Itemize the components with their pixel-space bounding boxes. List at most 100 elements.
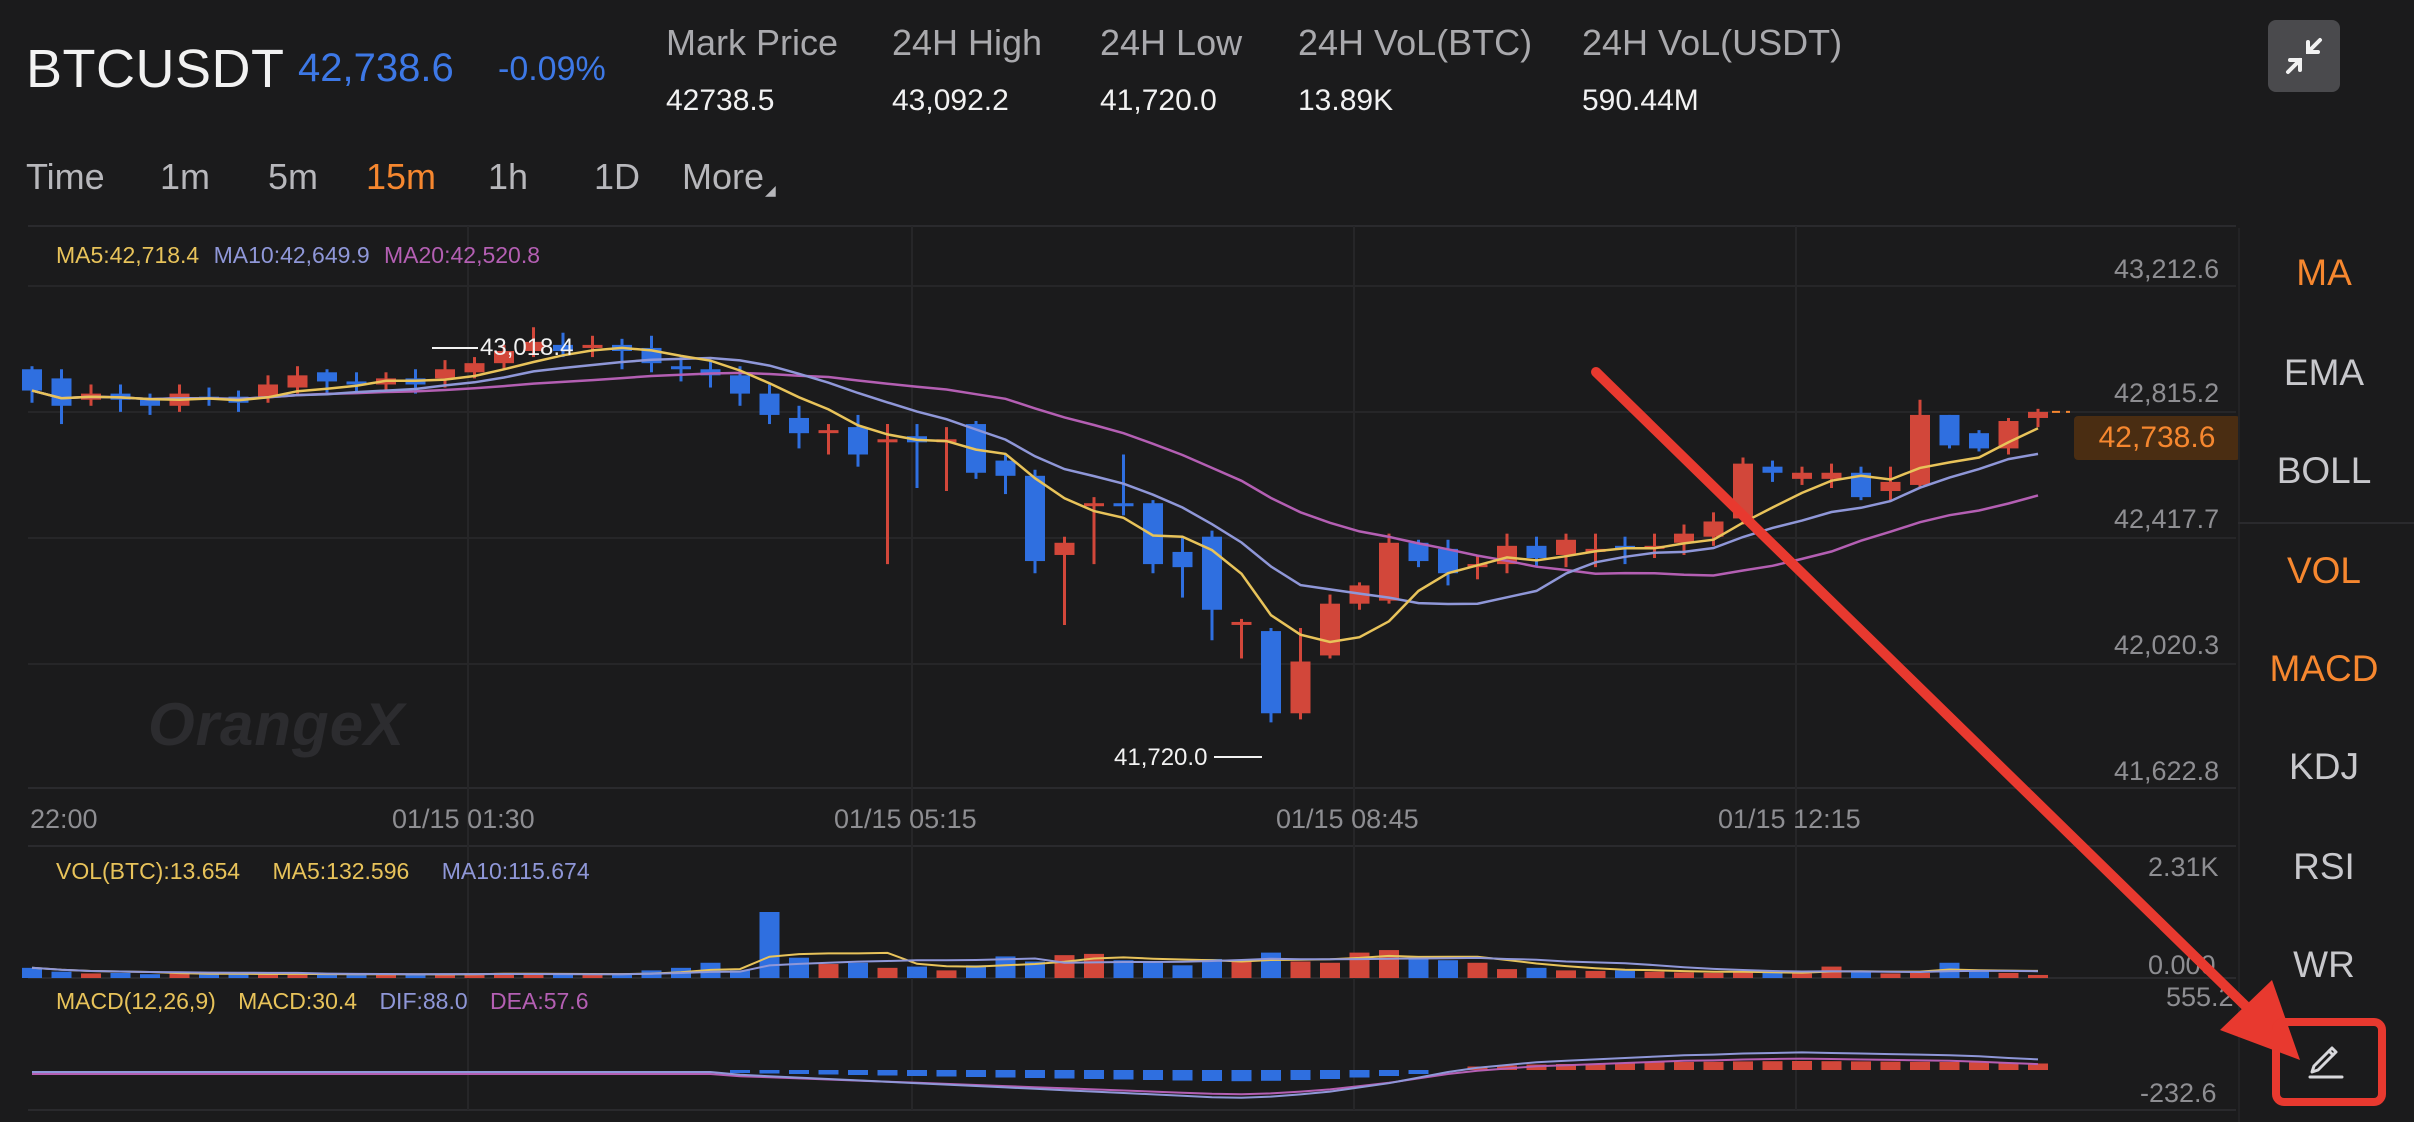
candle-body bbox=[258, 384, 278, 397]
candle-body bbox=[789, 417, 809, 434]
caret-down-icon: ◢ bbox=[765, 182, 776, 198]
indicator-panel-divider bbox=[2238, 228, 2240, 1122]
volume-bar bbox=[1025, 961, 1045, 978]
macd-bar bbox=[1290, 1070, 1311, 1080]
pencil-icon bbox=[2308, 1046, 2344, 1079]
indicator-wr[interactable]: WR bbox=[2293, 944, 2355, 985]
volume-bar bbox=[1526, 967, 1547, 978]
macd-bar bbox=[966, 1070, 986, 1077]
ma-legend: MA5:42,718.4 MA10:42,649.9 MA20:42,520.8 bbox=[56, 242, 540, 269]
volume-bar bbox=[730, 970, 750, 978]
candle-body bbox=[1379, 542, 1399, 601]
more-label: More bbox=[682, 156, 765, 197]
volume-bar bbox=[258, 974, 278, 978]
candle-body bbox=[1113, 503, 1134, 507]
volume-bar bbox=[1320, 962, 1340, 978]
candle-body bbox=[818, 430, 839, 434]
macd-bar bbox=[730, 1070, 750, 1073]
tab-interval-time[interactable]: Time bbox=[26, 156, 105, 197]
macd-bar bbox=[1585, 1063, 1606, 1070]
volume-legend: VOL(BTC):13.654 MA5:132.596 MA10:115.674 bbox=[56, 858, 590, 885]
collapse-icon bbox=[2286, 38, 2322, 74]
tab-interval-1h[interactable]: 1h bbox=[488, 156, 529, 197]
legend-vol-ma10: MA10:115.674 bbox=[441, 858, 590, 884]
macd-bar bbox=[848, 1070, 868, 1075]
volume-bar bbox=[228, 973, 249, 978]
volume-y-top: 2.31K bbox=[2148, 852, 2219, 882]
volume-bar bbox=[1290, 961, 1311, 978]
indicator-kdj[interactable]: KDJ bbox=[2289, 746, 2359, 787]
candle-body bbox=[1526, 545, 1547, 559]
stat-24h-high-label: 24H High bbox=[892, 22, 1043, 63]
candle-body bbox=[1438, 548, 1458, 574]
candle-body bbox=[1998, 421, 2019, 449]
volume-bar bbox=[1585, 970, 1606, 978]
macd-bar bbox=[877, 1070, 898, 1076]
legend-dif: DIF:88.0 bbox=[379, 988, 468, 1014]
volume-bar bbox=[1261, 952, 1281, 978]
volume-bar bbox=[405, 974, 426, 978]
macd-legend: MACD(12,26,9) MACD:30.4 DIF:88.0 DEA:57.… bbox=[56, 988, 589, 1015]
tab-interval-1m[interactable]: 1m bbox=[160, 156, 211, 197]
x-tick-1: 22:00 bbox=[30, 804, 98, 834]
draw-tool-button[interactable] bbox=[2298, 1030, 2352, 1084]
volume-bar bbox=[612, 973, 632, 978]
y-tick-1: 43,212.6 bbox=[2114, 254, 2220, 284]
stat-24h-vol-btc-value: 13.89K bbox=[1298, 84, 1394, 117]
indicator-ma[interactable]: MA bbox=[2296, 252, 2352, 293]
volume-bar bbox=[1615, 970, 1635, 978]
indicator-ema[interactable]: EMA bbox=[2283, 352, 2365, 393]
volume-y-bottom: 0.000 bbox=[2148, 950, 2216, 980]
macd-bar bbox=[1408, 1070, 1429, 1074]
volume-bar bbox=[523, 974, 544, 978]
stat-24h-low-label: 24H Low bbox=[1100, 22, 1243, 63]
x-tick-5: 01/15 12:15 bbox=[1718, 804, 1861, 834]
volume-bar bbox=[317, 974, 337, 978]
volume-bar bbox=[1349, 952, 1370, 978]
volume-bar bbox=[464, 973, 485, 978]
indicator-boll[interactable]: BOLL bbox=[2276, 450, 2372, 491]
candle-body bbox=[317, 372, 337, 382]
candle-body bbox=[1290, 661, 1311, 714]
volume-bar bbox=[1674, 972, 1694, 978]
macd-bar bbox=[1674, 1062, 1694, 1070]
candle-body bbox=[1792, 472, 1812, 479]
volume-bar bbox=[877, 967, 898, 978]
macd-bar bbox=[995, 1070, 1016, 1078]
candle-body bbox=[1733, 463, 1753, 519]
macd-histogram bbox=[32, 1051, 2048, 1099]
macd-bar bbox=[1113, 1070, 1134, 1080]
collapse-fullscreen-button[interactable] bbox=[2268, 20, 2340, 92]
macd-bar bbox=[818, 1070, 839, 1075]
macd-bar bbox=[1880, 1061, 1901, 1070]
indicator-separator bbox=[2238, 522, 2414, 524]
macd-bar bbox=[936, 1070, 957, 1077]
indicator-macd[interactable]: MACD bbox=[2269, 648, 2379, 689]
tab-interval-more[interactable]: More◢ bbox=[682, 156, 776, 199]
candle-body bbox=[759, 393, 780, 415]
macd-bar bbox=[1998, 1063, 2019, 1070]
dea-line bbox=[32, 1057, 2039, 1096]
candle-body bbox=[1556, 539, 1576, 555]
volume-bar bbox=[140, 974, 160, 978]
macd-bar bbox=[1025, 1070, 1045, 1078]
stat-24h-high-value: 43,092.2 bbox=[892, 84, 1009, 117]
volume-bar bbox=[1556, 970, 1576, 978]
macd-bar bbox=[789, 1070, 809, 1074]
volume-bar bbox=[1910, 972, 1930, 978]
indicator-rsi[interactable]: RSI bbox=[2293, 846, 2355, 887]
macd-bar bbox=[1733, 1061, 1753, 1070]
tab-interval-15m[interactable]: 15m bbox=[366, 156, 437, 197]
indicator-vol[interactable]: VOL bbox=[2286, 550, 2362, 591]
legend-vol-ma5: MA5:132.596 bbox=[272, 858, 410, 884]
volume-bar bbox=[1379, 950, 1399, 978]
tab-interval-1d[interactable]: 1D bbox=[594, 156, 641, 197]
tab-interval-5m[interactable]: 5m bbox=[268, 156, 319, 197]
stat-24h-vol-usdt-value: 590.44M bbox=[1582, 84, 1699, 117]
volume-bar bbox=[2028, 974, 2048, 978]
volume-bar bbox=[818, 964, 839, 978]
volume-bar bbox=[1851, 971, 1871, 978]
volume-bar bbox=[435, 973, 455, 978]
macd-bar bbox=[1261, 1070, 1281, 1081]
